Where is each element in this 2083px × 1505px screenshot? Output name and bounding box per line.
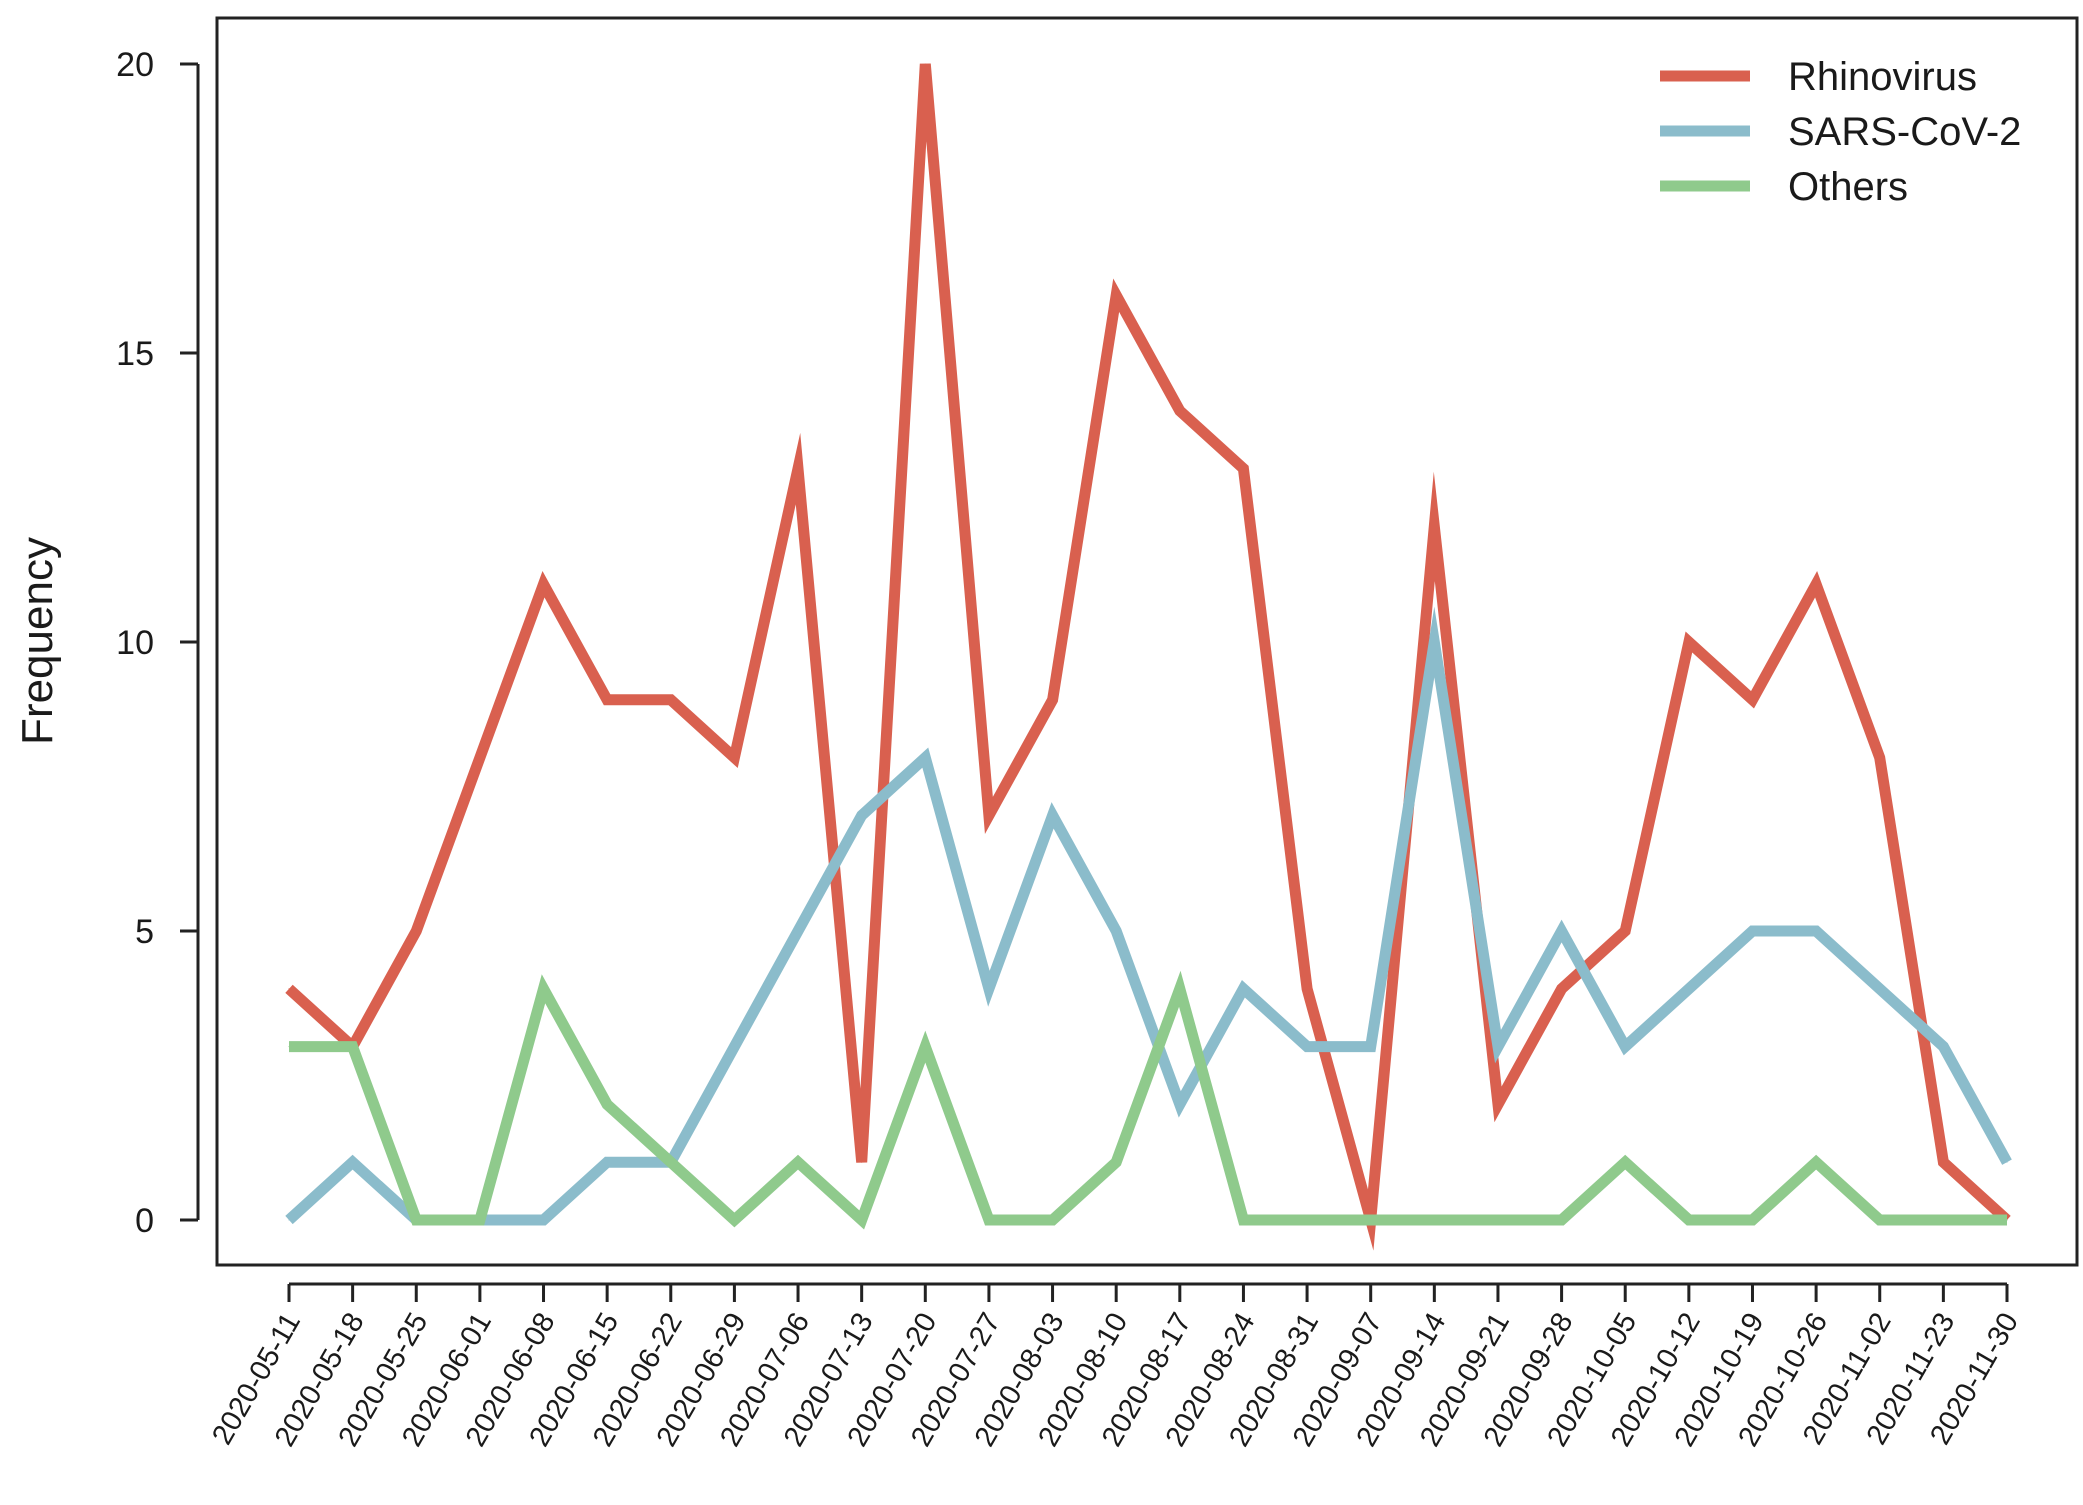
data-point xyxy=(543,988,545,990)
data-point xyxy=(797,468,799,470)
data-point xyxy=(797,1161,799,1163)
data-point xyxy=(1242,1219,1244,1221)
data-point xyxy=(1688,1219,1690,1221)
data-point xyxy=(1815,1161,1817,1163)
legend-label: Rhinovirus xyxy=(1788,55,1977,99)
data-point xyxy=(1624,1046,1626,1048)
data-point xyxy=(1115,930,1117,932)
data-point xyxy=(1052,699,1054,701)
data-point xyxy=(1624,930,1626,932)
y-axis-title: Frequency xyxy=(13,537,62,745)
data-point xyxy=(1179,410,1181,412)
data-point xyxy=(1306,1219,1308,1221)
series-line-others xyxy=(289,970,2007,1230)
data-point xyxy=(1688,641,1690,643)
data-point xyxy=(1497,1103,1499,1105)
y-tick-label: 10 xyxy=(116,624,154,662)
y-tick-label: 15 xyxy=(116,335,154,373)
data-point xyxy=(1942,1161,1944,1163)
data-point xyxy=(1306,1046,1308,1048)
data-point xyxy=(606,1161,608,1163)
data-point xyxy=(733,757,735,759)
data-point xyxy=(1433,641,1435,643)
data-point xyxy=(1370,1046,1372,1048)
data-point xyxy=(797,930,799,932)
data-point xyxy=(861,1161,863,1163)
data-point xyxy=(1942,1046,1944,1048)
data-point xyxy=(2006,1219,2008,1221)
data-point xyxy=(1815,930,1817,932)
data-point xyxy=(670,1161,672,1163)
data-point xyxy=(1751,1219,1753,1221)
data-point xyxy=(733,1046,735,1048)
data-point xyxy=(988,1219,990,1221)
data-point xyxy=(352,1046,354,1048)
data-point xyxy=(352,1161,354,1163)
data-point xyxy=(924,757,926,759)
legend: Rhinovirus SARS-CoV-2 Others xyxy=(1660,55,2021,209)
x-axis: 2020-05-112020-05-182020-05-252020-06-01… xyxy=(206,1282,2025,1452)
legend-label: Others xyxy=(1788,165,1908,209)
series-layer xyxy=(285,63,2012,1251)
data-point xyxy=(1942,1219,1944,1221)
data-point xyxy=(1688,988,1690,990)
data-point xyxy=(1879,988,1881,990)
data-point xyxy=(1751,930,1753,932)
data-point xyxy=(1497,1219,1499,1221)
data-point xyxy=(1052,814,1054,816)
data-point xyxy=(1879,757,1881,759)
data-point xyxy=(1561,930,1563,932)
data-point xyxy=(543,583,545,585)
data-point xyxy=(1815,583,1817,585)
data-point xyxy=(1370,1219,1372,1221)
data-point xyxy=(988,814,990,816)
series-line-rhinovirus xyxy=(285,63,2011,1251)
data-point xyxy=(1561,988,1563,990)
data-point xyxy=(415,1219,417,1221)
data-point xyxy=(1179,1103,1181,1105)
data-point xyxy=(415,930,417,932)
data-point xyxy=(733,1219,735,1221)
data-point xyxy=(479,757,481,759)
data-point xyxy=(861,814,863,816)
data-point xyxy=(1561,1219,1563,1221)
data-point xyxy=(1115,1161,1117,1163)
data-point xyxy=(1052,1219,1054,1221)
data-point xyxy=(2006,1161,2008,1163)
data-point xyxy=(479,1219,481,1221)
data-point xyxy=(1497,1046,1499,1048)
data-point xyxy=(988,988,990,990)
data-point xyxy=(288,1219,290,1221)
data-point xyxy=(606,699,608,701)
data-point xyxy=(1306,988,1308,990)
data-point xyxy=(1433,1219,1435,1221)
plot-frame xyxy=(215,16,2079,1267)
data-point xyxy=(1242,988,1244,990)
y-tick-label: 5 xyxy=(135,913,154,951)
data-point xyxy=(1879,1219,1881,1221)
data-point xyxy=(670,699,672,701)
y-tick-label: 0 xyxy=(135,1202,154,1240)
y-tick-label: 20 xyxy=(116,46,154,84)
data-point xyxy=(1624,1161,1626,1163)
data-point xyxy=(1115,294,1117,296)
data-point xyxy=(1433,525,1435,527)
data-point xyxy=(288,988,290,990)
y-axis: 0 5 10 15 20 xyxy=(116,46,200,1240)
series-line-sars-cov-2 xyxy=(285,606,2012,1226)
data-point xyxy=(1751,699,1753,701)
data-point xyxy=(543,1219,545,1221)
data-point xyxy=(606,1103,608,1105)
data-point xyxy=(924,63,926,65)
data-point xyxy=(1179,988,1181,990)
data-point xyxy=(1242,468,1244,470)
data-point xyxy=(924,1046,926,1048)
legend-label: SARS-CoV-2 xyxy=(1788,110,2021,154)
data-point xyxy=(288,1046,290,1048)
data-point xyxy=(861,1219,863,1221)
